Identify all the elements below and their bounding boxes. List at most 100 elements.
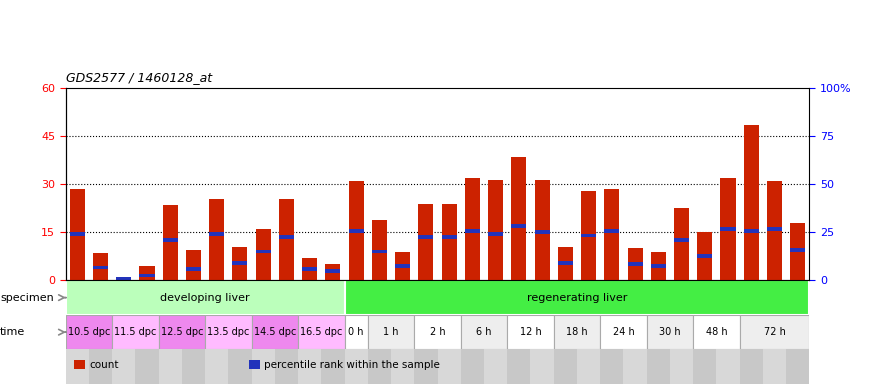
Bar [535, 230, 550, 234]
Bar [302, 267, 318, 271]
Bar [720, 178, 736, 280]
Text: 6 h: 6 h [476, 327, 492, 337]
Bar [186, 267, 201, 271]
Bar [461, 315, 507, 349]
Text: count: count [89, 359, 119, 370]
Bar [139, 266, 155, 280]
Bar [554, 315, 600, 349]
Bar [442, 235, 457, 239]
Bar [488, 232, 503, 236]
Bar [66, 315, 112, 349]
Bar [438, 280, 461, 384]
Bar [511, 224, 527, 228]
Bar [372, 220, 387, 280]
Text: 12 h: 12 h [520, 327, 542, 337]
Bar [163, 238, 178, 242]
Bar [116, 279, 131, 280]
Bar [414, 280, 438, 384]
Bar [651, 264, 666, 268]
Bar [647, 315, 693, 349]
Bar [228, 280, 252, 384]
Bar [345, 280, 809, 315]
Bar [697, 255, 712, 258]
Text: 12.5 dpc: 12.5 dpc [161, 327, 203, 337]
Bar [233, 261, 248, 265]
Bar [577, 280, 600, 384]
Bar [279, 199, 294, 280]
Bar [767, 181, 782, 280]
Text: 24 h: 24 h [612, 327, 634, 337]
Bar [326, 264, 340, 280]
Bar [511, 157, 527, 280]
Bar [790, 223, 805, 280]
Bar [651, 252, 666, 280]
Bar [739, 315, 809, 349]
Bar [670, 280, 693, 384]
Text: 10.5 dpc: 10.5 dpc [67, 327, 110, 337]
Text: 1 h: 1 h [383, 327, 399, 337]
Bar [488, 180, 503, 280]
Bar [136, 280, 158, 384]
Text: 18 h: 18 h [566, 327, 588, 337]
Text: developing liver: developing liver [160, 293, 250, 303]
Bar [717, 280, 739, 384]
Bar [279, 235, 294, 239]
Bar [465, 229, 480, 233]
Bar [554, 280, 577, 384]
Bar [693, 315, 739, 349]
Bar [70, 189, 85, 280]
Bar [507, 280, 530, 384]
Bar [345, 280, 368, 384]
Bar [93, 266, 108, 270]
Bar [298, 315, 345, 349]
Bar [252, 315, 298, 349]
Bar [368, 315, 414, 349]
Bar [763, 280, 786, 384]
Bar [348, 229, 364, 233]
Bar [93, 253, 108, 280]
Text: 14.5 dpc: 14.5 dpc [254, 327, 296, 337]
Text: 72 h: 72 h [764, 327, 786, 337]
Bar [209, 199, 224, 280]
Bar [484, 280, 508, 384]
Bar [605, 229, 620, 233]
Text: 48 h: 48 h [705, 327, 727, 337]
Bar [720, 227, 736, 231]
Bar [605, 189, 620, 280]
Bar [418, 204, 433, 280]
Bar [744, 229, 759, 233]
Bar [396, 264, 410, 268]
Bar [302, 258, 318, 280]
Bar [557, 261, 573, 265]
Text: GDS2577 / 1460128_at: GDS2577 / 1460128_at [66, 71, 212, 84]
Bar [368, 280, 391, 384]
Bar [372, 250, 387, 253]
Bar [739, 280, 763, 384]
Bar [418, 235, 433, 239]
Bar [396, 252, 410, 280]
Bar [674, 208, 690, 280]
Text: 2 h: 2 h [430, 327, 445, 337]
Bar [627, 248, 642, 280]
Bar [116, 277, 131, 281]
Bar [252, 280, 275, 384]
Bar [786, 280, 809, 384]
Bar [298, 280, 321, 384]
Bar [461, 280, 484, 384]
Bar [600, 280, 623, 384]
Text: 16.5 dpc: 16.5 dpc [300, 327, 342, 337]
Bar [163, 205, 178, 280]
Bar [158, 315, 205, 349]
Bar [744, 125, 759, 280]
Bar [674, 238, 690, 242]
Bar [345, 315, 368, 349]
Bar [465, 178, 480, 280]
Bar [530, 280, 554, 384]
Bar [186, 250, 201, 280]
Bar [647, 280, 670, 384]
Bar [790, 248, 805, 252]
Bar [535, 180, 550, 280]
Bar [233, 247, 248, 280]
Bar [205, 315, 252, 349]
Bar [158, 280, 182, 384]
